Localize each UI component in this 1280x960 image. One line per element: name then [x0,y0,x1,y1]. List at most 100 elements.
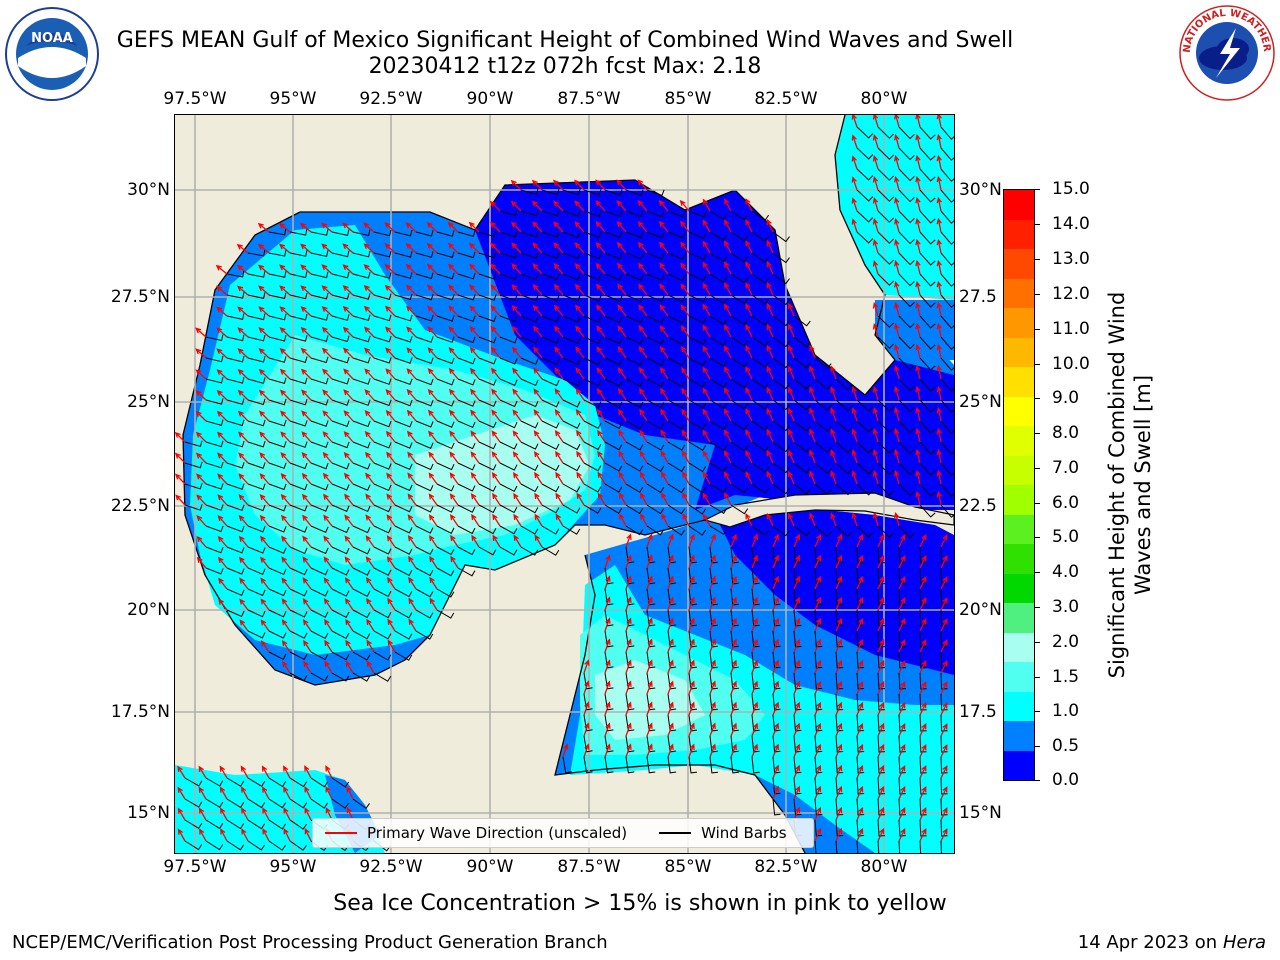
wave-direction-arrow [575,408,585,422]
wind-barb [247,525,266,533]
wind-barb [604,756,614,774]
wave-direction-arrow [724,492,732,506]
wind-barb [940,567,948,585]
wave-direction-arrow [512,471,522,485]
wind-barb [184,504,203,511]
wave-direction-arrow [428,430,438,443]
wave-direction-arrow [814,722,822,737]
wave-direction-arrow [449,493,459,506]
lat-tick-right: 25°N [959,392,1002,412]
wave-direction-arrow [407,514,417,527]
wave-direction-arrow [835,764,843,779]
wave-direction-arrow [646,743,653,758]
wave-direction-arrow [751,638,758,653]
wind-barb [898,420,915,434]
wave-direction-arrow [406,305,417,317]
wind-barb [352,399,371,406]
wind-barb [226,398,245,405]
wind-barb [562,231,581,238]
wave-direction-arrow [366,618,375,632]
wave-direction-arrow [195,369,207,380]
wind-barb [856,189,874,202]
wave-direction-arrow [450,555,459,569]
wave-direction-arrow [915,280,921,296]
wind-barb [415,504,434,513]
wind-barb [751,336,770,347]
wave-direction-arrow [281,535,291,548]
wind-barb [310,525,329,533]
lat-tick-left: 27.5°N [110,287,170,307]
wind-barb [877,189,894,202]
wave-direction-arrow [793,701,801,716]
wind-barb [583,378,602,387]
wave-direction-arrow [345,660,354,674]
wind-barb [541,441,560,450]
wave-direction-arrow [532,283,543,296]
wave-direction-arrow [919,827,927,842]
wave-direction-arrow [278,243,291,254]
wave-direction-arrow [814,806,822,821]
wind-barb [394,630,413,640]
wave-direction-arrow [625,596,632,611]
wave-direction-arrow [894,427,900,443]
wave-direction-arrow [346,785,354,800]
wave-direction-arrow [300,243,312,254]
wind-barb [478,273,497,280]
wind-barb [688,399,707,409]
wind-barb [919,735,927,753]
wind-barb [793,777,802,795]
wave-direction-arrow [702,198,711,212]
wave-direction-arrow [835,575,843,590]
wave-direction-arrow [936,406,942,422]
wind-barb [520,525,539,535]
wave-direction-arrow [793,722,801,737]
wave-direction-arrow [491,430,501,443]
wave-direction-arrow [809,344,816,359]
wave-direction-arrow [709,722,716,737]
wave-direction-arrow [940,702,948,716]
wave-direction-arrow [637,220,648,233]
wind-barb [919,546,927,564]
gulf-coastline [182,114,955,854]
wave-direction-arrow [583,680,590,695]
colorbar-tick-mark [1034,677,1040,678]
wind-barb [793,483,811,495]
wind-barb [436,251,455,259]
wave-direction-arrow [604,596,611,611]
wind-barb [856,588,865,606]
wave-direction-arrow [597,429,606,443]
wave-direction-arrow [681,408,690,422]
wind-barb [856,693,865,711]
wind-barb [457,272,476,280]
wind-barb [814,546,823,564]
wind-barb [562,188,581,196]
wave-direction-arrow [793,617,801,632]
wind-barb [268,483,287,491]
wave-direction-arrow [688,659,695,674]
wave-direction-arrow [702,303,711,317]
map-subtitle: 20230412 t12z 072h fcst Max: 2.18 [368,54,762,79]
footer-date: 14 Apr 2023 on Hera [1078,932,1266,953]
wave-direction-arrow [919,575,927,590]
wave-direction-arrow [596,325,606,338]
wave-direction-arrow [533,346,543,359]
lon-tick-top: 80°W [860,89,908,109]
map-panel [174,112,957,858]
wind-barb [856,399,874,412]
wave-direction-arrow [915,322,921,338]
wind-barb [541,399,560,408]
wave-direction-arrow [259,431,270,443]
wave-direction-arrow [321,264,333,275]
wave-direction-arrow [195,327,207,338]
wave-direction-arrow [940,555,948,569]
wave-direction-arrow [239,577,249,590]
colorbar-segment [1004,367,1034,397]
wind-barb [436,336,455,343]
wave-direction-arrow [730,680,737,695]
wave-direction-arrow [302,535,312,548]
wind-barb [919,462,936,476]
wind-barb [247,609,266,618]
wave-direction-arrow [730,596,737,611]
wave-direction-arrow [724,198,732,212]
wave-direction-arrow [342,222,354,233]
